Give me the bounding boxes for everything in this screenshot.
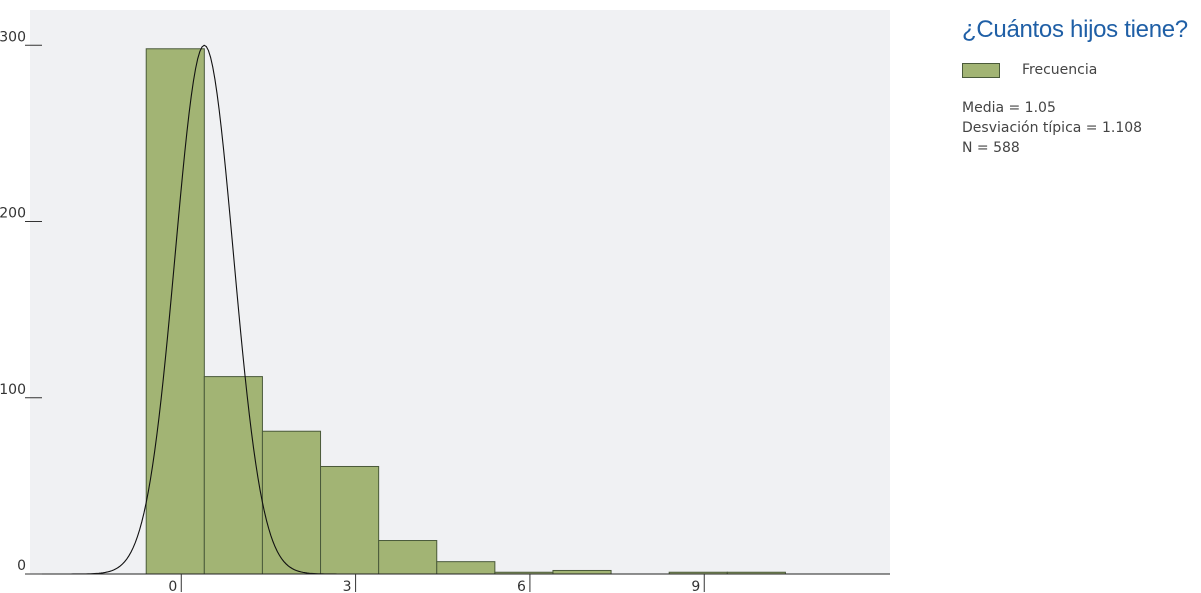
x-tick-label-3: 3 xyxy=(343,579,352,593)
y-tick-label-0: 0 xyxy=(17,558,26,574)
stat-desviacion: Desviación típica = 1.108 xyxy=(962,120,1143,136)
histogram-bar-4 xyxy=(378,540,438,575)
legend: Frecuencia xyxy=(962,62,1197,78)
legend-swatch xyxy=(962,62,1000,78)
stat-media: Media = 1.05 xyxy=(962,100,1056,116)
chart-title: ¿Cuántos hijos tiene? xyxy=(962,16,1188,43)
legend-label-frecuencia: Frecuencia xyxy=(1022,62,1098,78)
x-tick-label-0: 0 xyxy=(168,579,177,593)
side-panel: ¿Cuántos hijos tiene? Frecuencia Media =… xyxy=(962,16,1197,158)
x-tick-label-6: 6 xyxy=(517,579,526,593)
x-tick-label-9: 9 xyxy=(691,579,700,593)
histogram-bar-5 xyxy=(436,561,496,575)
histogram-bar-2 xyxy=(261,430,322,575)
y-tick-label-300: 300 xyxy=(0,29,26,45)
histogram-bar-3 xyxy=(320,465,380,575)
y-tick-label-200: 200 xyxy=(0,206,26,222)
stat-n: N = 588 xyxy=(962,140,1020,156)
histogram-bar-0 xyxy=(145,48,205,575)
y-tick-label-100: 100 xyxy=(0,382,26,398)
histogram-bar-1 xyxy=(203,376,263,575)
histogram-chart: 0 100 200 300 0 3 6 9 xyxy=(0,10,890,593)
